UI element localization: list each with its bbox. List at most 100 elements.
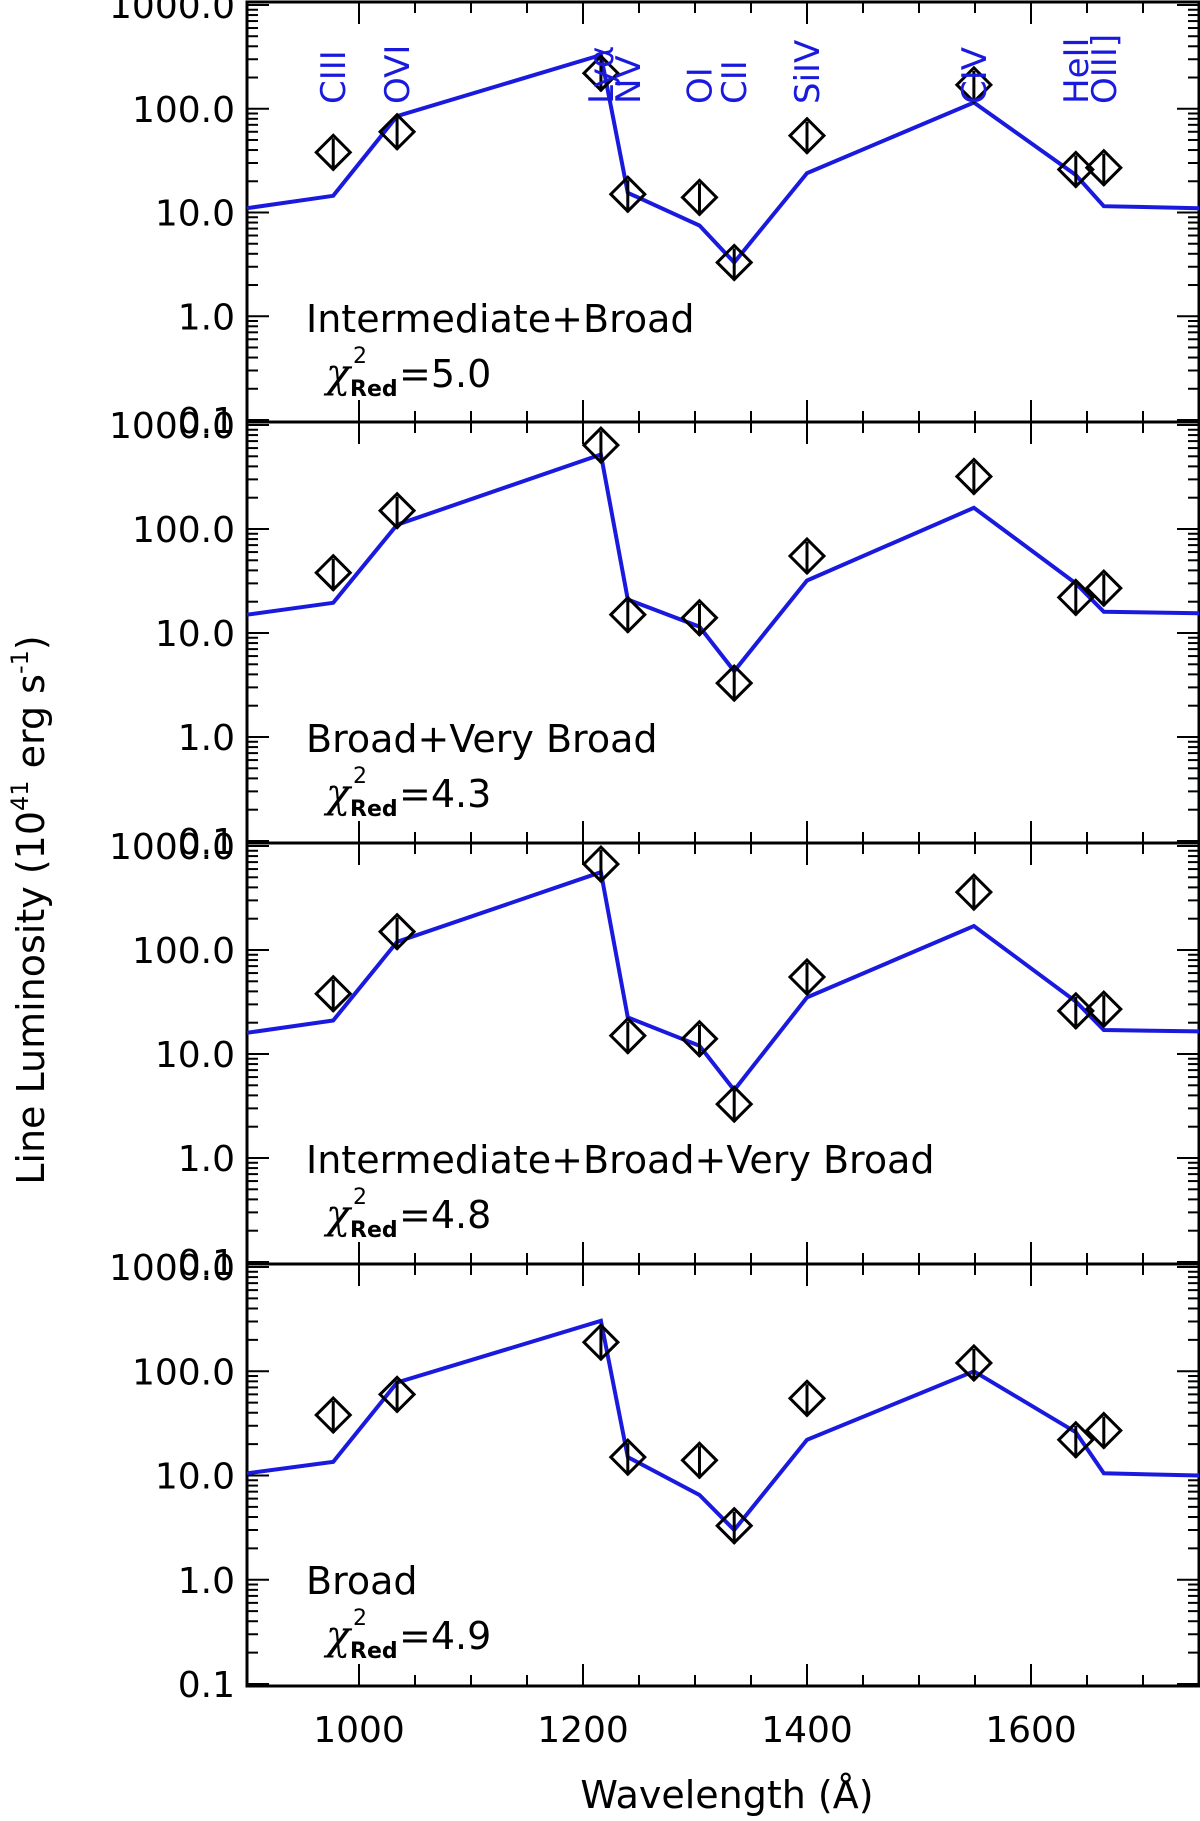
y-tick-label: 1.0 <box>178 1561 235 1602</box>
line-id-label: CIII <box>314 50 354 104</box>
panel-frame <box>245 1262 1200 1688</box>
observed-point <box>581 844 621 884</box>
x-tick-label: 1400 <box>761 1710 853 1751</box>
y-tick-label: 100.0 <box>132 90 235 131</box>
observed-point <box>680 178 719 217</box>
observed-point <box>1056 1420 1095 1459</box>
observed-point <box>787 957 827 997</box>
panel-frame <box>245 420 1200 845</box>
line-id-label: OIII] <box>1085 34 1125 104</box>
y-axis-label-tail: erg s <box>9 674 53 780</box>
y-tick-label: 0.1 <box>178 822 235 863</box>
chart-panel: 0.1 1.0 10.0 100.0 1000.0 Broad+Very Broad χ 2 R… <box>109 406 1200 863</box>
y-tick-label: 1000.0 <box>109 827 235 868</box>
observed-point <box>787 116 827 155</box>
y-tick-label: 1.0 <box>178 297 235 338</box>
y-tick-label: 10.0 <box>155 1035 235 1076</box>
observed-point <box>954 65 994 104</box>
x-tick-labels: 1000 1200 1400 1600 <box>313 1710 1077 1751</box>
observed-point <box>608 175 647 214</box>
observed-point <box>377 491 417 530</box>
observed-point <box>715 663 754 703</box>
observed-point <box>1084 1411 1123 1450</box>
observed-point <box>954 1343 994 1383</box>
line-id-label: OVI <box>378 45 418 104</box>
panel-label: Broad+Very Broad <box>306 717 657 761</box>
observed-point <box>1056 578 1095 617</box>
observed-point <box>680 1019 719 1058</box>
line-id-label: SiIV <box>788 40 828 104</box>
model-line <box>246 1318 1200 1533</box>
y-axis-label-exp2: -1 <box>6 650 34 674</box>
chi-symbol: χ <box>323 1192 353 1238</box>
line-id-label: NV <box>609 55 649 104</box>
observed-point <box>377 112 417 151</box>
y-tick-label: 1000.0 <box>109 0 235 27</box>
model-line <box>246 869 1200 1094</box>
observed-point <box>1084 148 1123 187</box>
chi-subscript: Red <box>350 377 398 402</box>
y-tick-label: 0.1 <box>178 1665 235 1706</box>
chart-panels: 0.1 1.0 10.0 100.0 1000.0 Intermediate+Broad χ… <box>109 0 1200 1706</box>
y-tick-label: 100.0 <box>132 1352 235 1393</box>
panel-label: Intermediate+Broad <box>306 297 695 341</box>
observed-point <box>581 426 621 465</box>
observed-point <box>581 1323 621 1362</box>
observed-point <box>1056 150 1095 189</box>
y-tick-label: 1.0 <box>178 1139 235 1180</box>
chi-symbol: χ <box>323 1613 353 1659</box>
chi-subscript: Red <box>350 1218 398 1243</box>
observed-point <box>314 1395 353 1435</box>
y-tick-label: 1.0 <box>178 718 235 759</box>
observed-point <box>954 457 994 496</box>
chart-panel: 0.1 1.0 10.0 100.0 1000.0 Intermediate+Broad+… <box>109 827 1200 1284</box>
x-tick-label: 1600 <box>985 1710 1077 1751</box>
x-axis-label: Wavelength (Å) <box>580 1773 873 1817</box>
observed-point <box>608 595 647 634</box>
chi-value: =4.3 <box>399 772 491 816</box>
y-tick-label: 100.0 <box>132 510 235 551</box>
chi-symbol: χ <box>323 351 353 397</box>
x-tick-label: 1000 <box>313 1710 405 1751</box>
observed-point <box>377 912 417 951</box>
observed-point <box>377 1375 417 1414</box>
observed-point <box>715 1084 754 1124</box>
chi-value: =5.0 <box>399 352 491 396</box>
chi-subscript: Red <box>350 797 398 822</box>
y-tick-label: 10.0 <box>155 614 235 655</box>
observed-point <box>608 1016 647 1055</box>
observed-point <box>787 536 827 576</box>
chi-superscript: 2 <box>353 344 367 369</box>
chart-panel: 0.1 1.0 10.0 100.0 1000.0 Broad χ 2 Red =4.9 <box>109 1248 1200 1706</box>
observed-point <box>314 133 353 172</box>
chi-value: =4.9 <box>399 1614 491 1658</box>
observed-point <box>608 1438 647 1477</box>
chi-symbol: χ <box>323 771 353 817</box>
chi-value: =4.8 <box>399 1193 491 1237</box>
observed-point <box>715 243 754 282</box>
chart-panel: 0.1 1.0 10.0 100.0 1000.0 Intermediate+Broad χ… <box>109 0 1200 442</box>
observed-point <box>314 553 353 592</box>
observed-point <box>954 873 994 912</box>
y-tick-label: 1000.0 <box>109 1248 235 1289</box>
chi-superscript: 2 <box>353 1606 367 1631</box>
y-tick-label: 1000.0 <box>109 406 235 447</box>
y-axis-label-exp: 41 <box>6 780 34 811</box>
x-tick-label: 1200 <box>537 1710 629 1751</box>
y-axis-label-main: Line Luminosity (10 <box>9 811 53 1185</box>
y-tick-label: 10.0 <box>155 1457 235 1498</box>
observed-point <box>715 1506 754 1545</box>
line-id-label: OI <box>680 67 720 104</box>
y-axis-label-close: ) <box>9 635 53 650</box>
observed-point <box>787 1379 827 1418</box>
panel-frame <box>245 841 1200 1266</box>
line-id-label: CIV <box>955 47 995 104</box>
y-tick-label: 0.1 <box>178 401 235 442</box>
chi-superscript: 2 <box>353 764 367 789</box>
line-id-label: HeII <box>1057 37 1097 104</box>
observed-point <box>581 54 621 93</box>
y-axis-label: Line Luminosity (1041 erg s-1) <box>6 635 53 1185</box>
y-tick-label: 100.0 <box>132 931 235 972</box>
model-line <box>246 451 1200 675</box>
